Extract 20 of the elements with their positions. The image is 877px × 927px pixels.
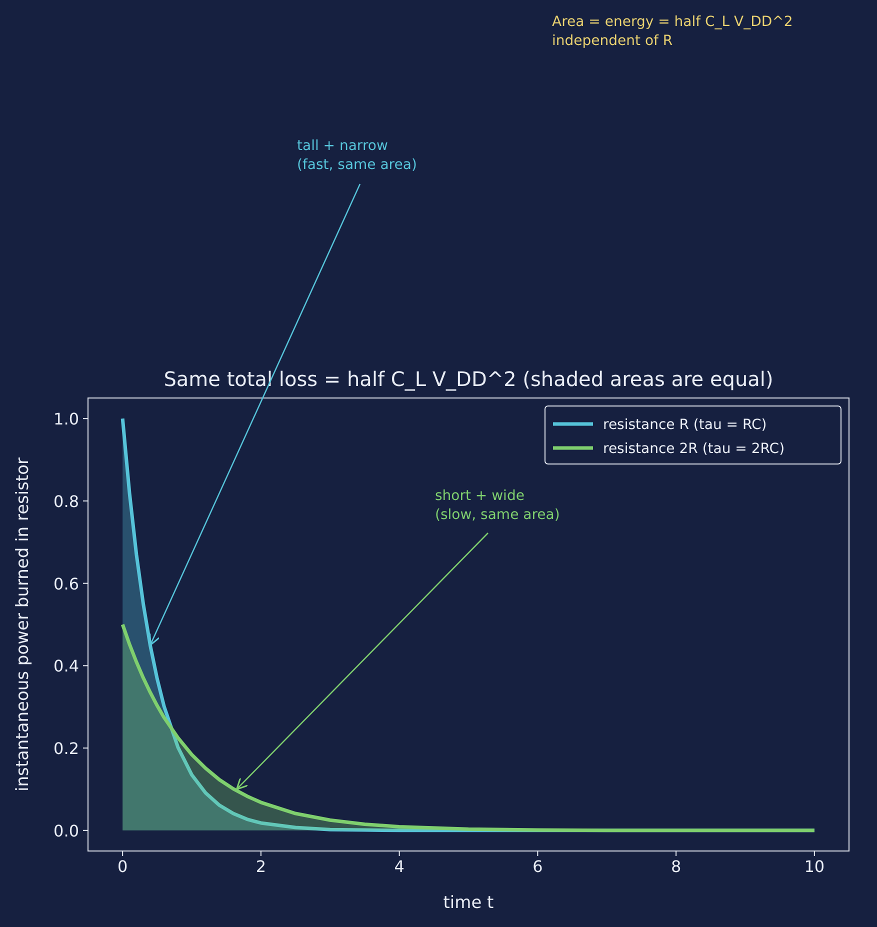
chart-title: Same total loss = half C_L V_DD^2 (shaded areas are equal) bbox=[164, 367, 774, 391]
annotation: short + wide (slow, same area) bbox=[435, 488, 560, 523]
x-tick-label: 6 bbox=[532, 857, 543, 876]
x-tick-label: 0 bbox=[117, 857, 128, 876]
y-tick-label: 0.0 bbox=[54, 821, 79, 840]
legend-label: resistance 2R (tau = 2RC) bbox=[603, 441, 785, 457]
x-axis-title: time t bbox=[443, 893, 494, 913]
text: Area = energy = half C_L V_DD^2 independent of R bbox=[552, 14, 793, 49]
y-tick-label: 0.2 bbox=[54, 739, 79, 758]
legend-label: resistance R (tau = RC) bbox=[603, 417, 767, 433]
x-tick-label: 2 bbox=[256, 857, 266, 876]
y-tick-label: 0.4 bbox=[54, 656, 79, 676]
x-tick-label: 8 bbox=[670, 857, 682, 876]
annotation: tall + narrow (fast, same area) bbox=[297, 138, 417, 173]
y-axis-title: instantaneous power burned in resistor bbox=[13, 457, 33, 792]
y-tick-label: 1.0 bbox=[54, 410, 79, 429]
x-tick-label: 4 bbox=[394, 857, 404, 876]
y-tick-label: 0.6 bbox=[54, 574, 79, 594]
y-tick-label: 0.8 bbox=[54, 492, 79, 511]
x-tick-label: 10 bbox=[804, 857, 825, 876]
